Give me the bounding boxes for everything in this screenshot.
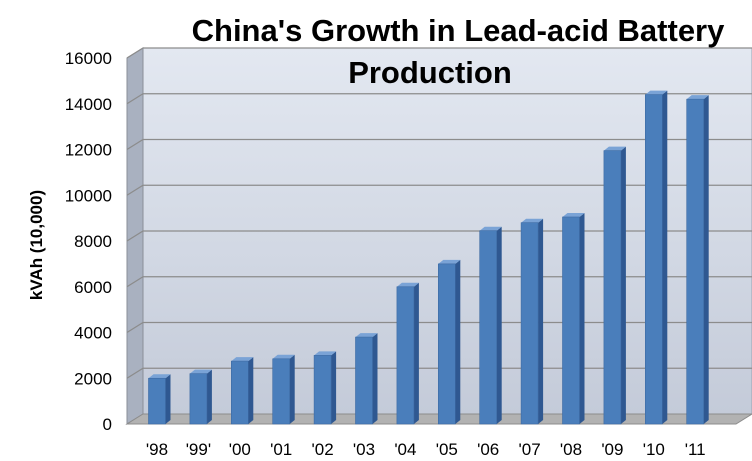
bar-side (538, 218, 544, 424)
bar-top (562, 212, 585, 217)
bar (189, 373, 208, 425)
x-tick-label: '00 (229, 440, 251, 459)
y-tick-label: 8000 (74, 232, 112, 251)
bar-side (289, 354, 295, 424)
bar (355, 336, 373, 425)
bar-side (579, 212, 585, 424)
bar-top (272, 354, 295, 359)
gridline (126, 93, 752, 105)
bar-top (686, 95, 709, 100)
gridline (126, 321, 752, 334)
bars (148, 90, 709, 425)
bar-top (355, 333, 378, 338)
bar-side (620, 146, 626, 425)
gridline (126, 230, 752, 242)
chart-title-line2: Production (348, 55, 512, 90)
gridline (126, 367, 752, 379)
bar (396, 286, 415, 425)
bar (686, 98, 705, 425)
bar-top (148, 374, 171, 379)
x-tick-label: '06 (477, 440, 499, 459)
y-axis-ticks: 0 2000 4000 6000 8000 10000 12000 14000 16000 (65, 49, 112, 434)
bar (644, 94, 663, 425)
bar (562, 216, 580, 425)
bar-side (331, 351, 337, 424)
x-tick-label: '01 (270, 440, 292, 459)
x-tick-label: '08 (560, 440, 582, 459)
chart-title-line1: China's Growth in Lead-acid Battery (192, 13, 725, 48)
x-axis-ticks: '98 '99' '00 '01 '02 '03 '04 '05 '06 '07 '08 '09 '10… (146, 440, 706, 459)
x-tick-label: '10 (643, 440, 665, 459)
bar (603, 150, 622, 425)
bar-top (603, 146, 626, 151)
bar-top (521, 218, 544, 223)
bar-side (248, 357, 254, 424)
bar (520, 222, 539, 425)
x-tick-label: '98 (146, 440, 168, 459)
bar-side (165, 374, 171, 424)
x-tick-label: '03 (353, 440, 375, 459)
gridline (126, 138, 752, 151)
bar (313, 355, 332, 425)
gridline (126, 47, 752, 59)
gridline (126, 276, 752, 288)
x-tick-label: '05 (436, 440, 458, 459)
y-tick-label: 12000 (65, 141, 112, 160)
gridlines (126, 47, 752, 379)
y-tick-label: 2000 (74, 369, 112, 388)
x-tick-label: '11 (685, 440, 706, 459)
x-tick-label: '07 (519, 440, 541, 459)
y-tick-label: 14000 (65, 95, 112, 114)
bar-top (231, 357, 254, 362)
bar-side (206, 369, 212, 424)
y-tick-label: 0 (103, 415, 112, 434)
bar (148, 377, 166, 425)
bar-top (645, 90, 668, 95)
bar-side (703, 95, 709, 425)
bar (479, 230, 498, 425)
y-axis-label: kVAh (10,000) (27, 190, 46, 300)
y-tick-label: 6000 (74, 278, 112, 297)
bar-side (413, 282, 419, 424)
bar-side (372, 333, 378, 424)
bar-top (314, 351, 337, 356)
bar-top (479, 226, 502, 231)
bar (437, 263, 456, 425)
bar-side (455, 259, 461, 424)
y-tick-label: 4000 (74, 324, 112, 343)
bar-top (438, 259, 461, 264)
x-tick-label: '99' (186, 440, 211, 459)
bar-side (496, 226, 502, 424)
bar (231, 360, 249, 425)
y-tick-label: 16000 (65, 49, 112, 68)
gridline (126, 184, 752, 196)
x-tick-label: '09 (601, 440, 623, 459)
x-tick-label: '04 (394, 440, 416, 459)
y-tick-label: 10000 (65, 186, 112, 205)
bar (272, 358, 291, 425)
bar-side (662, 90, 668, 424)
x-tick-label: '02 (312, 440, 334, 459)
bar-top (189, 369, 212, 374)
bar-top (396, 282, 419, 287)
